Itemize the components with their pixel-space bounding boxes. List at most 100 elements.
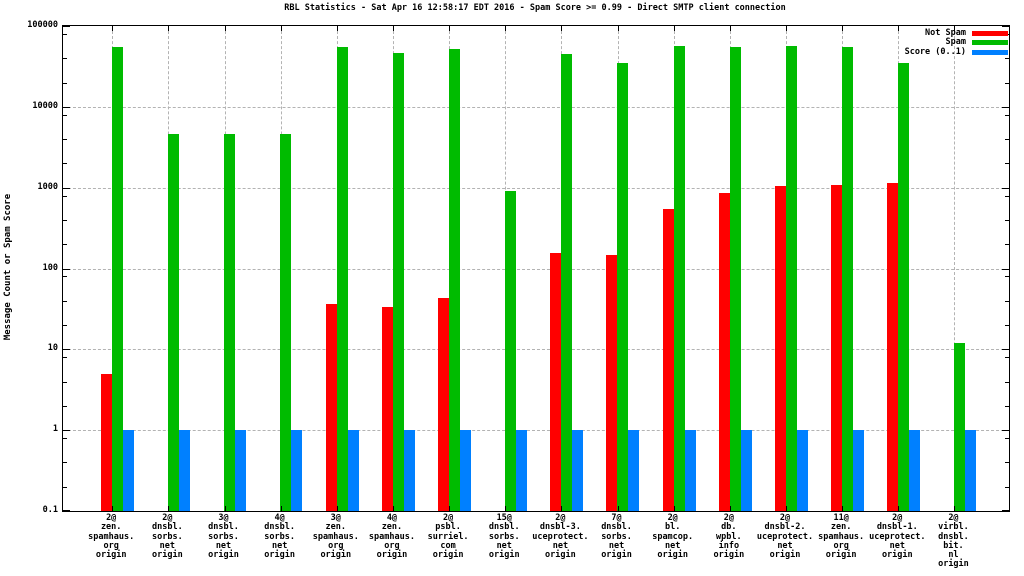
x-tick bbox=[336, 506, 338, 511]
y-major-tick bbox=[1002, 106, 1009, 108]
y-minor-tick bbox=[63, 58, 67, 60]
x-category-label: 2@ zen. spamhaus. org origin bbox=[88, 513, 135, 561]
x-category-label: 2@ psbl. surriel. com origin bbox=[427, 513, 469, 561]
bar-score-0-1 bbox=[347, 430, 359, 511]
y-tick-label: 100 bbox=[42, 262, 58, 273]
y-minor-tick bbox=[63, 82, 67, 84]
y-major-tick bbox=[63, 349, 70, 351]
x-tick bbox=[561, 506, 563, 511]
bar-not-spam bbox=[718, 192, 730, 511]
x-tick bbox=[392, 26, 394, 31]
h-gridline bbox=[63, 106, 1009, 108]
legend-swatch-not-spam bbox=[972, 31, 1008, 36]
y-minor-tick bbox=[1005, 381, 1009, 383]
x-tick bbox=[224, 26, 226, 31]
bar-score-0-1 bbox=[852, 430, 864, 511]
y-minor-tick bbox=[1005, 195, 1009, 197]
x-tick bbox=[729, 26, 731, 31]
x-tick bbox=[842, 26, 844, 31]
legend-row: Score (0..1) bbox=[904, 46, 1008, 57]
x-category-label: 2@ dnsbl-1. uceprotect. net origin bbox=[869, 513, 926, 561]
bar-score-0-1 bbox=[123, 430, 134, 511]
y-major-tick bbox=[63, 430, 70, 432]
bar-spam bbox=[898, 62, 910, 511]
y-minor-tick bbox=[1005, 486, 1009, 488]
bar-spam bbox=[168, 134, 180, 511]
x-category-label: 2@ db. wpbl. info origin bbox=[713, 513, 745, 561]
y-major-tick bbox=[1002, 510, 1009, 511]
y-minor-tick bbox=[1005, 462, 1009, 464]
legend-label: Spam bbox=[945, 37, 966, 48]
y-major-tick bbox=[63, 187, 70, 189]
x-tick bbox=[168, 506, 170, 511]
x-tick bbox=[449, 506, 451, 511]
y-major-tick bbox=[63, 268, 70, 270]
bar-not-spam bbox=[662, 208, 674, 511]
y-tick-label: 1000 bbox=[37, 181, 58, 192]
x-category-label: 2@ dnsbl-3. uceprotect. net origin bbox=[532, 513, 589, 561]
y-minor-tick bbox=[63, 300, 67, 302]
y-minor-tick bbox=[63, 405, 67, 407]
y-tick-label: 100000 bbox=[27, 20, 58, 30]
y-minor-tick bbox=[1005, 58, 1009, 60]
bar-score-0-1 bbox=[459, 430, 471, 511]
y-major-tick bbox=[63, 26, 70, 27]
y-minor-tick bbox=[1005, 276, 1009, 278]
y-minor-tick bbox=[63, 219, 67, 221]
bar-spam bbox=[280, 134, 292, 511]
x-tick bbox=[954, 506, 956, 511]
legend-label: Not Spam bbox=[925, 28, 966, 38]
bar-not-spam bbox=[550, 253, 562, 511]
legend-label: Score (0..1) bbox=[904, 46, 966, 57]
y-minor-tick bbox=[63, 195, 67, 197]
bar-score-0-1 bbox=[235, 430, 247, 511]
x-tick bbox=[729, 506, 731, 511]
v-gridline bbox=[954, 26, 956, 511]
y-major-tick bbox=[1002, 430, 1009, 432]
y-minor-tick bbox=[1005, 405, 1009, 407]
legend-swatch-spam bbox=[972, 40, 1008, 46]
x-tick bbox=[954, 26, 956, 31]
bar-score-0-1 bbox=[572, 430, 584, 511]
y-tick-label: 1 bbox=[52, 424, 58, 435]
bar-spam bbox=[954, 342, 966, 511]
x-category-label: 3@ zen. spamhaus. org origin bbox=[312, 513, 359, 561]
x-tick bbox=[449, 26, 451, 31]
bar-score-0-1 bbox=[965, 430, 977, 511]
x-tick bbox=[505, 506, 507, 511]
y-minor-tick bbox=[1005, 139, 1009, 140]
h-gridline bbox=[63, 430, 1009, 432]
bar-spam bbox=[112, 46, 123, 511]
plot-area bbox=[62, 25, 1010, 512]
y-minor-tick bbox=[63, 381, 67, 383]
y-minor-tick bbox=[63, 486, 67, 488]
x-tick bbox=[617, 506, 619, 511]
y-tick-label: 10 bbox=[47, 343, 58, 354]
chart-title: RBL Statistics - Sat Apr 16 12:58:17 EDT… bbox=[284, 3, 786, 13]
bar-score-0-1 bbox=[909, 430, 921, 511]
y-minor-tick bbox=[1005, 219, 1009, 221]
y-minor-tick bbox=[63, 438, 67, 439]
y-minor-tick bbox=[63, 139, 67, 140]
x-tick bbox=[392, 506, 394, 511]
x-category-label: 3@ dnsbl. sorbs. net origin bbox=[208, 513, 239, 561]
bar-score-0-1 bbox=[291, 430, 303, 511]
bar-score-0-1 bbox=[516, 430, 528, 511]
y-minor-tick bbox=[63, 163, 67, 165]
bar-score-0-1 bbox=[740, 430, 752, 511]
bar-score-0-1 bbox=[796, 430, 808, 511]
y-minor-tick bbox=[63, 244, 67, 246]
bar-not-spam bbox=[381, 307, 393, 511]
x-tick bbox=[561, 26, 563, 31]
x-tick bbox=[280, 26, 282, 31]
bar-not-spam bbox=[325, 304, 337, 511]
x-tick bbox=[280, 506, 282, 511]
bar-not-spam bbox=[887, 182, 899, 511]
y-major-tick bbox=[1002, 268, 1009, 270]
bar-score-0-1 bbox=[179, 430, 191, 511]
bar-score-0-1 bbox=[628, 430, 640, 511]
y-minor-tick bbox=[1005, 163, 1009, 165]
bar-spam bbox=[673, 45, 685, 511]
x-tick bbox=[673, 26, 675, 31]
